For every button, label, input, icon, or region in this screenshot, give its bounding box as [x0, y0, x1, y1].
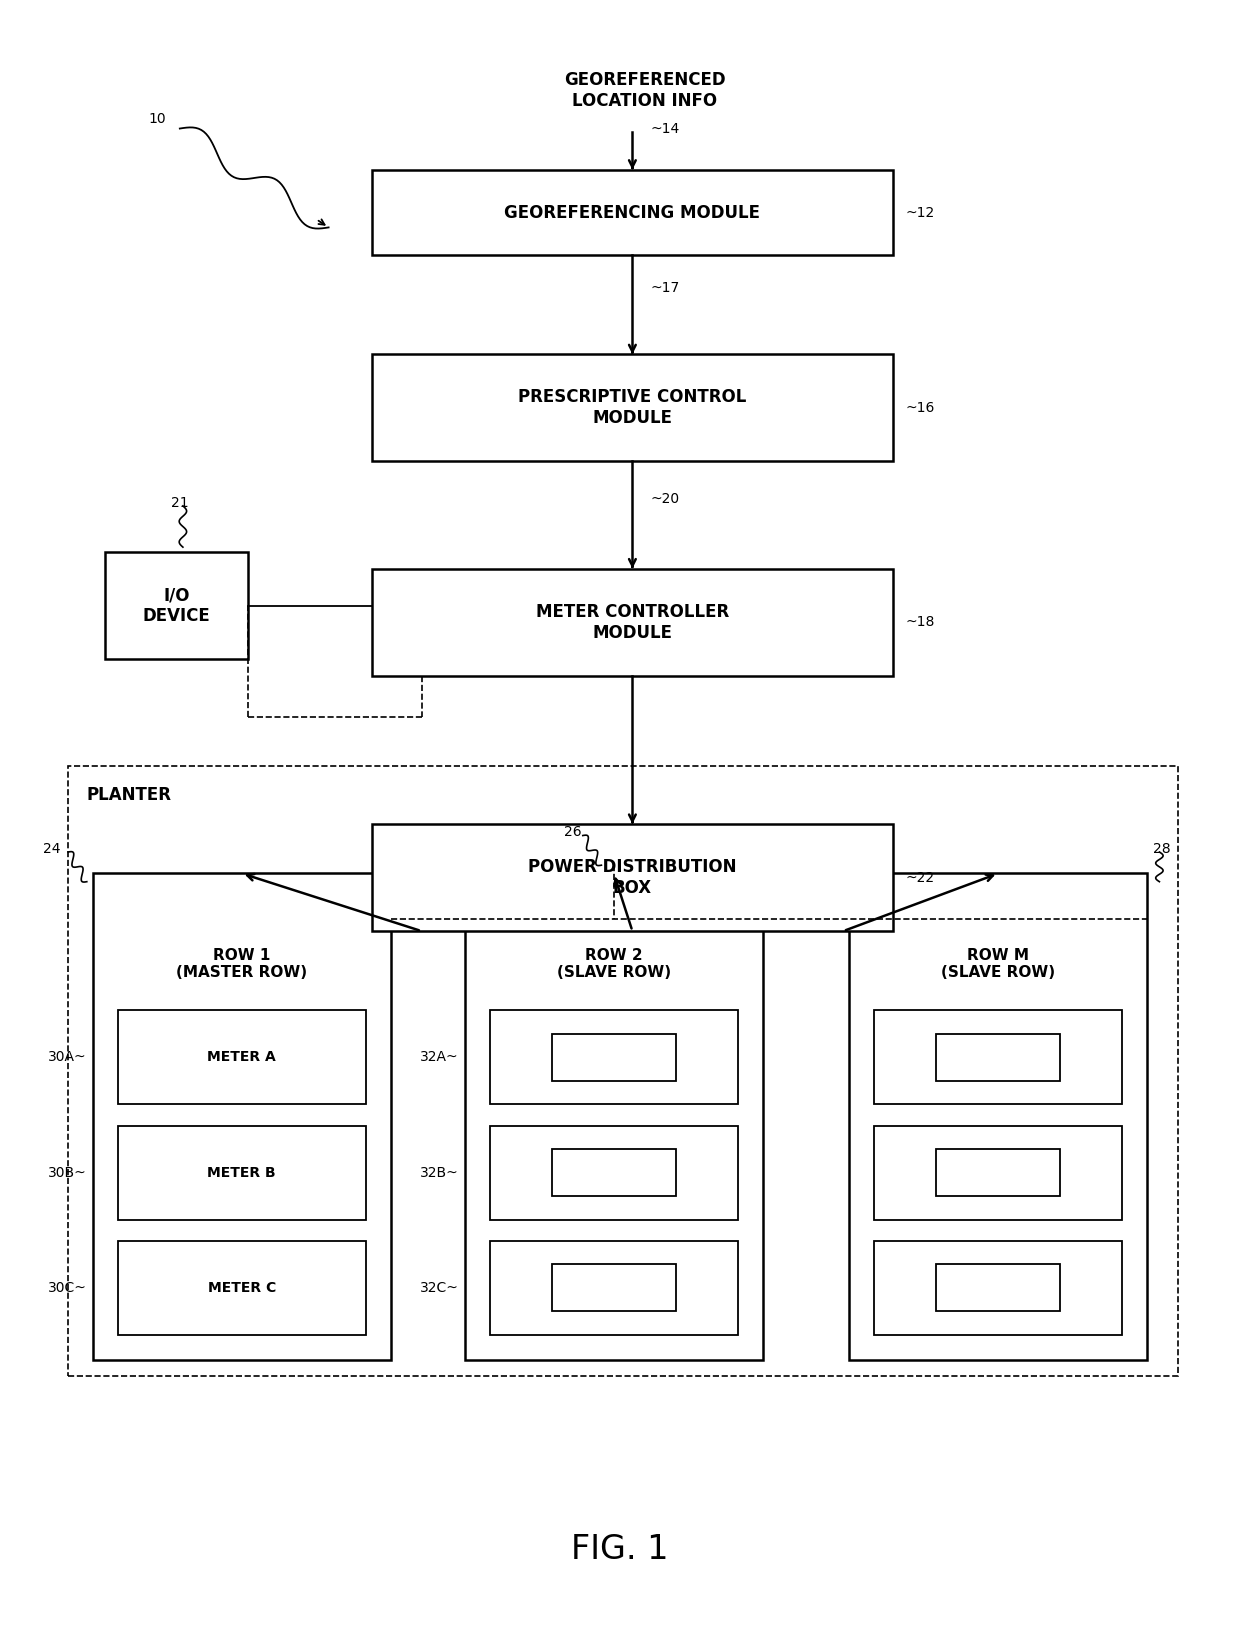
Bar	[118, 1241, 366, 1335]
Bar	[552, 1033, 676, 1081]
Text: 32C~: 32C~	[420, 1280, 459, 1295]
Text: ~12: ~12	[905, 206, 935, 219]
Bar	[93, 873, 391, 1360]
Bar	[118, 1010, 366, 1104]
Bar	[105, 552, 248, 659]
Text: 10: 10	[149, 112, 166, 125]
Text: ~22: ~22	[905, 870, 934, 885]
Bar	[490, 1126, 738, 1220]
Text: 30A~: 30A~	[48, 1050, 87, 1065]
Text: FIG. 1: FIG. 1	[572, 1533, 668, 1566]
Text: ROW 1
(MASTER ROW): ROW 1 (MASTER ROW)	[176, 948, 308, 981]
Text: ~14: ~14	[651, 122, 681, 135]
Text: 32B~: 32B~	[420, 1165, 459, 1180]
Bar	[936, 1033, 1060, 1081]
Text: ~17: ~17	[651, 282, 681, 295]
Text: POWER DISTRIBUTION
BOX: POWER DISTRIBUTION BOX	[528, 859, 737, 897]
Text: PLANTER: PLANTER	[87, 786, 172, 804]
Text: METER C: METER C	[207, 1280, 277, 1295]
Text: 24: 24	[43, 842, 61, 855]
Text: 32A~: 32A~	[420, 1050, 459, 1065]
Text: 30B~: 30B~	[48, 1165, 87, 1180]
Text: ROW 2
(SLAVE ROW): ROW 2 (SLAVE ROW)	[557, 948, 671, 981]
Text: METER A: METER A	[207, 1050, 277, 1065]
Text: 30C~: 30C~	[48, 1280, 87, 1295]
Bar	[372, 354, 893, 461]
Text: ~18: ~18	[905, 615, 935, 630]
Text: PRESCRIPTIVE CONTROL
MODULE: PRESCRIPTIVE CONTROL MODULE	[518, 389, 746, 427]
Bar	[552, 1264, 676, 1312]
Text: 28: 28	[1153, 842, 1171, 855]
Text: 26: 26	[564, 826, 582, 839]
Text: ~16: ~16	[905, 400, 935, 415]
Bar	[372, 824, 893, 931]
Bar	[936, 1149, 1060, 1196]
Bar	[552, 1149, 676, 1196]
Bar	[874, 1010, 1122, 1104]
Bar	[372, 569, 893, 676]
Text: GEOREFERENCING MODULE: GEOREFERENCING MODULE	[505, 204, 760, 221]
Bar	[372, 170, 893, 255]
Bar	[849, 873, 1147, 1360]
Bar	[490, 1010, 738, 1104]
Text: ~20: ~20	[651, 491, 680, 506]
Bar	[465, 873, 763, 1360]
Bar	[490, 1241, 738, 1335]
Text: I/O
DEVICE: I/O DEVICE	[143, 587, 211, 625]
Bar	[68, 766, 1178, 1376]
Bar	[874, 1126, 1122, 1220]
Text: 21: 21	[171, 496, 188, 509]
Bar	[874, 1241, 1122, 1335]
Text: ROW M
(SLAVE ROW): ROW M (SLAVE ROW)	[941, 948, 1055, 981]
Text: GEOREFERENCED
LOCATION INFO: GEOREFERENCED LOCATION INFO	[564, 71, 725, 110]
Text: METER B: METER B	[207, 1165, 277, 1180]
Text: METER CONTROLLER
MODULE: METER CONTROLLER MODULE	[536, 603, 729, 641]
Bar	[936, 1264, 1060, 1312]
Bar	[118, 1126, 366, 1220]
